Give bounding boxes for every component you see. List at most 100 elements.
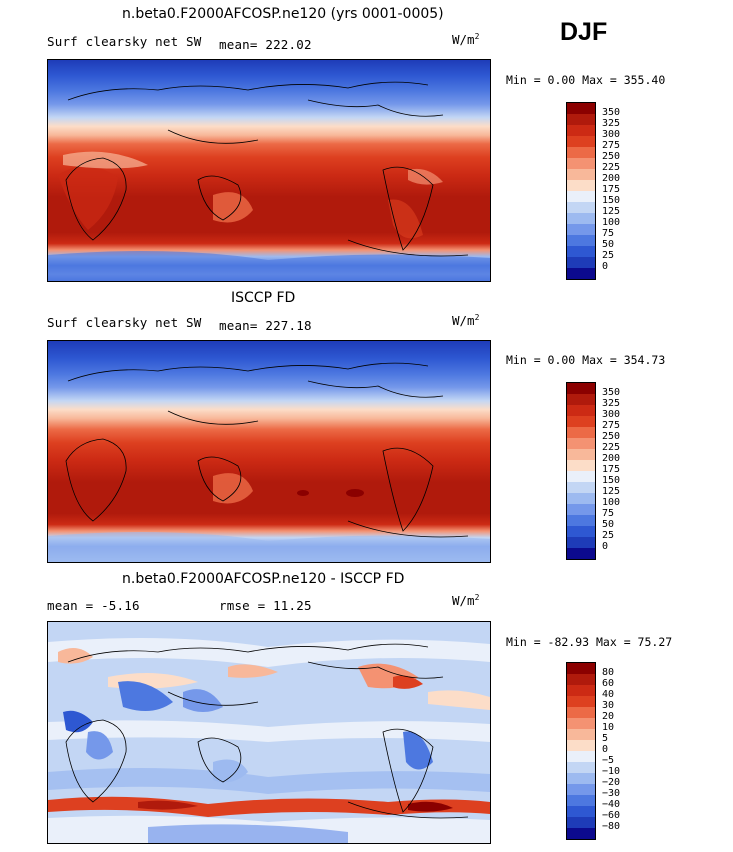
colorbar-tick: −80 — [602, 821, 621, 832]
colorbar-tick: 175 — [602, 464, 621, 475]
colorbar-swatch — [567, 663, 595, 674]
colorbar-tick: 200 — [602, 453, 621, 464]
panel1-variable-label: Surf clearsky net SW — [47, 34, 202, 49]
colorbar-tick: −10 — [602, 766, 621, 777]
colorbar-swatch — [567, 394, 595, 405]
colorbar-swatch — [567, 806, 595, 817]
colorbar-tick: 300 — [602, 129, 621, 140]
colorbar-tick: 75 — [602, 228, 615, 239]
colorbar-swatch — [567, 147, 595, 158]
colorbar-tick: −20 — [602, 777, 621, 788]
panel2-map-field — [48, 341, 490, 562]
colorbar-swatch — [567, 685, 595, 696]
panel1-title: n.beta0.F2000AFCOSP.ne120 (yrs 0001-0005… — [122, 6, 444, 22]
colorbar-swatch — [567, 696, 595, 707]
panel3-map — [47, 621, 491, 844]
panel1-map-field — [48, 60, 490, 281]
panel1-colorbar — [566, 102, 596, 280]
panel2-map — [47, 340, 491, 563]
colorbar-swatch — [567, 213, 595, 224]
panel3-mean-label: mean = -5.16 — [47, 598, 140, 613]
colorbar-swatch — [567, 416, 595, 427]
panel2-colorbar — [566, 382, 596, 560]
panel2-variable-label: Surf clearsky net SW — [47, 315, 202, 330]
colorbar-tick: 175 — [602, 184, 621, 195]
colorbar-swatch — [567, 795, 595, 806]
colorbar-swatch — [567, 729, 595, 740]
colorbar-tick: −40 — [602, 799, 621, 810]
colorbar-swatch — [567, 125, 595, 136]
colorbar-tick: 100 — [602, 217, 621, 228]
colorbar-tick: 250 — [602, 151, 621, 162]
colorbar-swatch — [567, 740, 595, 751]
colorbar-swatch — [567, 257, 595, 268]
colorbar-tick: 0 — [602, 261, 609, 272]
colorbar-swatch — [567, 471, 595, 482]
panel3-rmse-label: rmse = 11.25 — [219, 598, 312, 613]
colorbar-tick: 225 — [602, 442, 621, 453]
colorbar-swatch — [567, 169, 595, 180]
colorbar-swatch — [567, 180, 595, 191]
colorbar-tick: 275 — [602, 140, 621, 151]
colorbar-swatch — [567, 460, 595, 471]
colorbar-swatch — [567, 449, 595, 460]
colorbar-tick: 325 — [602, 398, 621, 409]
colorbar-swatch — [567, 526, 595, 537]
colorbar-swatch — [567, 202, 595, 213]
colorbar-swatch — [567, 515, 595, 526]
colorbar-tick: 100 — [602, 497, 621, 508]
colorbar-tick: 25 — [602, 530, 615, 541]
colorbar-tick: 25 — [602, 250, 615, 261]
colorbar-swatch — [567, 383, 595, 394]
colorbar-swatch — [567, 718, 595, 729]
colorbar-tick: 350 — [602, 107, 621, 118]
colorbar-swatch — [567, 548, 595, 559]
colorbar-tick: 300 — [602, 409, 621, 420]
panel1-map — [47, 59, 491, 282]
colorbar-swatch — [567, 246, 595, 257]
panel3-title: n.beta0.F2000AFCOSP.ne120 - ISCCP FD — [122, 571, 405, 587]
panel2-units: W/m2 — [452, 313, 480, 329]
panel3-map-field — [48, 622, 490, 843]
colorbar-tick: 5 — [602, 733, 609, 744]
season-label: DJF — [560, 18, 608, 46]
colorbar-tick: 125 — [602, 486, 621, 497]
panel3-minmax: Min = -82.93 Max = 75.27 — [506, 635, 673, 649]
colorbar-tick: −5 — [602, 755, 615, 766]
colorbar-swatch — [567, 482, 595, 493]
colorbar-swatch — [567, 784, 595, 795]
colorbar-tick: 325 — [602, 118, 621, 129]
colorbar-tick: 150 — [602, 475, 621, 486]
colorbar-tick: 50 — [602, 519, 615, 530]
colorbar-swatch — [567, 537, 595, 548]
colorbar-tick: 20 — [602, 711, 615, 722]
colorbar-tick: 10 — [602, 722, 615, 733]
colorbar-swatch — [567, 405, 595, 416]
colorbar-swatch — [567, 707, 595, 718]
panel2-title: ISCCP FD — [231, 290, 296, 306]
colorbar-tick: 275 — [602, 420, 621, 431]
colorbar-swatch — [567, 224, 595, 235]
colorbar-tick: 0 — [602, 541, 609, 552]
colorbar-tick: 80 — [602, 667, 615, 678]
colorbar-swatch — [567, 438, 595, 449]
colorbar-tick: 125 — [602, 206, 621, 217]
colorbar-swatch — [567, 427, 595, 438]
colorbar-tick: 40 — [602, 689, 615, 700]
colorbar-tick: 75 — [602, 508, 615, 519]
colorbar-swatch — [567, 773, 595, 784]
colorbar-tick: 150 — [602, 195, 621, 206]
colorbar-tick: 60 — [602, 678, 615, 689]
panel2-minmax: Min = 0.00 Max = 354.73 — [506, 353, 666, 367]
colorbar-swatch — [567, 762, 595, 773]
colorbar-swatch — [567, 751, 595, 762]
colorbar-swatch — [567, 817, 595, 828]
colorbar-tick: 250 — [602, 431, 621, 442]
panel1-units: W/m2 — [452, 32, 480, 48]
colorbar-swatch — [567, 114, 595, 125]
colorbar-swatch — [567, 493, 595, 504]
colorbar-tick: 30 — [602, 700, 615, 711]
colorbar-swatch — [567, 504, 595, 515]
colorbar-swatch — [567, 103, 595, 114]
colorbar-tick: 200 — [602, 173, 621, 184]
